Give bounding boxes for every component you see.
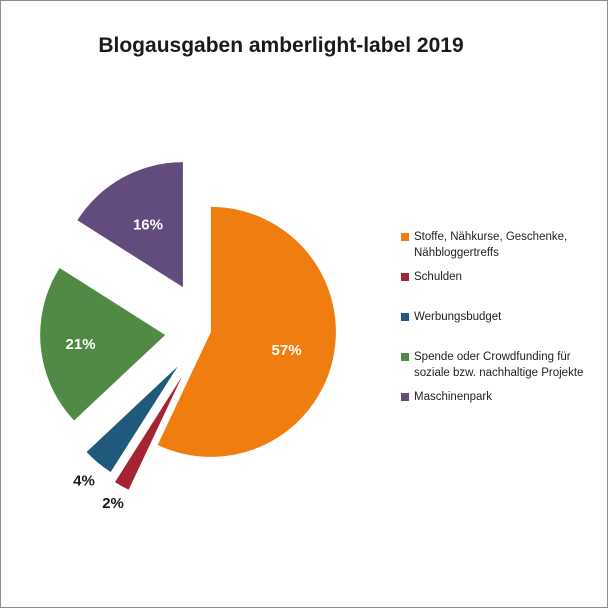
slice-data-label: 16% <box>133 217 163 234</box>
legend-item: Stoffe, Nähkurse, Geschenke, Nähbloggert… <box>401 229 601 261</box>
slice-data-label: 57% <box>272 342 302 359</box>
pie-slice <box>86 366 178 472</box>
legend-swatch <box>401 273 409 281</box>
legend-label: Schulden <box>414 271 462 283</box>
pie-slice <box>40 267 166 421</box>
legend-item: Maschinenpark <box>401 389 492 405</box>
legend-swatch <box>401 313 409 321</box>
slice-data-label: 4% <box>73 473 95 490</box>
legend-item: Werbungsbudget <box>401 309 501 325</box>
pie-slice <box>114 376 182 490</box>
legend-swatch <box>401 353 409 361</box>
pie-slice <box>77 162 183 288</box>
slice-data-label: 2% <box>102 495 124 512</box>
legend-label: Maschinenpark <box>414 391 492 403</box>
legend-item: Spende oder Crowdfunding für soziale bzw… <box>401 349 601 381</box>
chart-title: Blogausgaben amberlight-label 2019 <box>98 34 464 57</box>
legend-label: Spende oder Crowdfunding für soziale bzw… <box>414 351 584 379</box>
legend-label: Stoffe, Nähkurse, Geschenke, Nähbloggert… <box>414 231 568 259</box>
legend-item: Schulden <box>401 269 462 285</box>
pie-slice <box>157 206 336 457</box>
legend-swatch <box>401 393 409 401</box>
slice-data-label: 21% <box>66 336 96 353</box>
legend-label: Werbungsbudget <box>414 311 502 323</box>
legend-swatch <box>401 233 409 241</box>
